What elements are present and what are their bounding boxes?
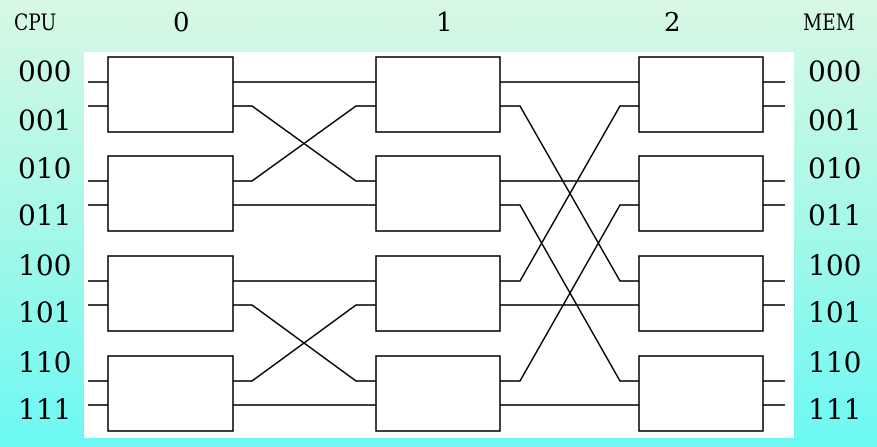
cpu-input-stubs	[88, 81, 108, 406]
switch-s1-1	[375, 155, 501, 232]
mem-address-label: 011	[808, 199, 862, 232]
cpu-address-label: 110	[18, 346, 72, 379]
mem-address-label: 101	[808, 296, 862, 329]
switch-s1-3	[375, 355, 501, 432]
cpu-address-label: 001	[18, 104, 72, 137]
switch-s0-3	[107, 355, 234, 432]
switch-s1-2	[375, 255, 501, 332]
cpu-address-label: 000	[18, 55, 72, 88]
cpu-address-label: 100	[18, 249, 72, 282]
mem-address-label: 100	[808, 249, 862, 282]
cpu-address-label: 011	[18, 199, 72, 232]
mem-address-label: 110	[808, 346, 862, 379]
switch-s2-0	[638, 56, 764, 133]
links-s1-s2	[500, 81, 639, 406]
mem-output-stubs	[763, 81, 785, 406]
cpu-address-label: 111	[18, 393, 72, 426]
stage-1-header: 1	[436, 8, 453, 38]
mem-address-label: 111	[808, 393, 862, 426]
switch-s0-2	[107, 255, 234, 332]
links-s0-s1	[233, 81, 376, 406]
switch-s2-3	[638, 355, 764, 432]
stage-0-header: 0	[173, 8, 190, 38]
switch-s2-2	[638, 255, 764, 332]
mem-address-label: 000	[808, 55, 862, 88]
mem-address-label: 001	[808, 104, 862, 137]
switch-s0-1	[107, 155, 234, 232]
mem-header: MEM	[803, 11, 855, 36]
stage-2-header: 2	[664, 8, 681, 38]
switch-s2-1	[638, 155, 764, 232]
cpu-address-label: 010	[18, 152, 72, 185]
switch-s0-0	[107, 56, 234, 133]
mem-address-label: 010	[808, 152, 862, 185]
cpu-address-label: 101	[18, 296, 72, 329]
cpu-header: CPU	[14, 11, 57, 36]
diagram-panel	[84, 52, 794, 438]
switch-s1-0	[375, 56, 501, 133]
